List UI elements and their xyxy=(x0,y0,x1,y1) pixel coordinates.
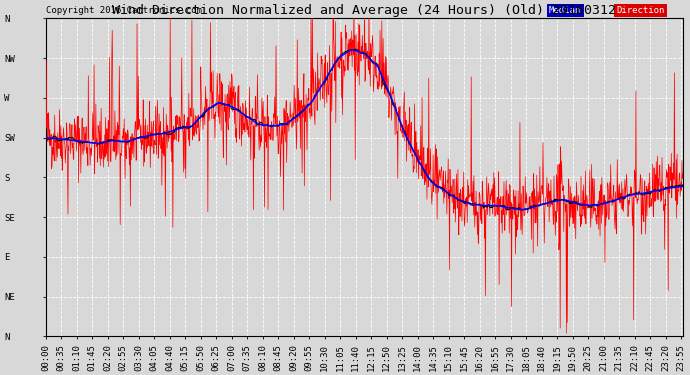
Title: Wind Direction Normalized and Average (24 Hours) (Old) 20160312: Wind Direction Normalized and Average (2… xyxy=(112,4,616,17)
Text: Median: Median xyxy=(549,6,581,15)
Text: Direction: Direction xyxy=(616,6,664,15)
Text: Copyright 2016 Cartronics.com: Copyright 2016 Cartronics.com xyxy=(46,6,201,15)
